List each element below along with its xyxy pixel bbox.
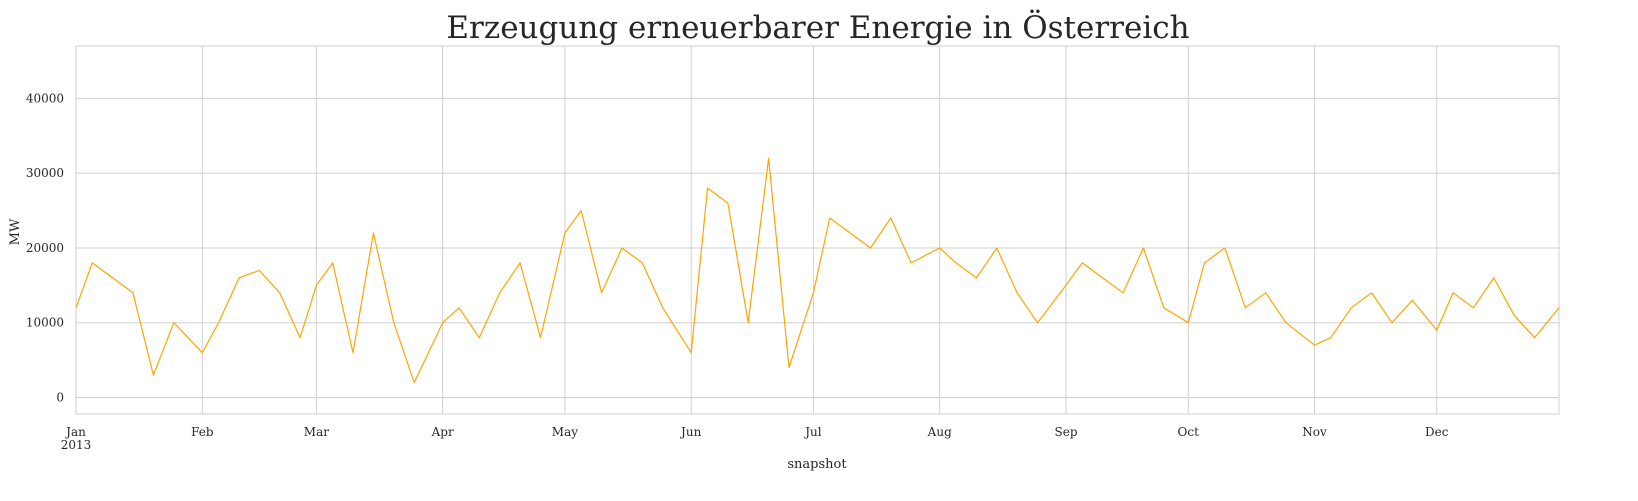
y-axis-label: MW <box>8 218 23 245</box>
x-axis-year-label: 2013 <box>61 438 92 452</box>
y-tick-labels: 0 10000 20000 30000 40000 <box>26 91 64 404</box>
x-tick-label: Jul <box>803 425 822 439</box>
chart-title: Erzeugung erneuerbarer Energie in Österr… <box>446 8 1189 46</box>
x-tick-label: Aug <box>927 425 952 439</box>
x-tick-label: Feb <box>191 425 214 439</box>
x-tick-label: Mar <box>304 425 329 439</box>
y-tick-label: 30000 <box>26 166 64 180</box>
y-tick-label: 20000 <box>26 241 64 255</box>
x-tick-label: Dec <box>1425 425 1449 439</box>
series-layer <box>75 157 1560 384</box>
y-tick-label: 10000 <box>26 316 64 330</box>
series-line <box>75 157 1560 384</box>
x-tick-label: Jan <box>64 425 86 439</box>
x-tick-label: Sep <box>1055 425 1078 439</box>
x-tick-label: Nov <box>1302 425 1327 439</box>
y-tick-label: 40000 <box>26 91 64 105</box>
grid-layer <box>75 46 1559 414</box>
x-tick-label: May <box>552 425 578 439</box>
x-tick-label: Oct <box>1178 425 1200 439</box>
x-axis-label: snapshot <box>787 457 847 472</box>
x-tick-label: Apr <box>431 425 454 439</box>
x-tick-labels: Jan Feb Mar Apr May Jun Jul Aug Sep Oct Nov Dec <box>64 425 1449 439</box>
plot-frame <box>75 45 1560 415</box>
y-tick-label: 0 <box>56 391 64 405</box>
x-tick-label: Jun <box>679 425 702 439</box>
